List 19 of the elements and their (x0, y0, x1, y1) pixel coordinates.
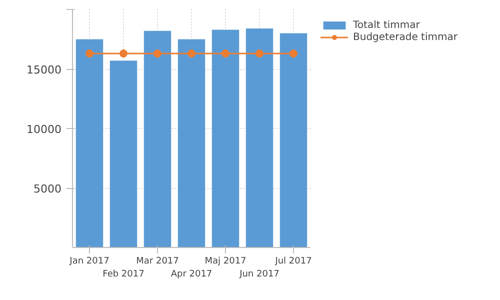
x-tick-label: Apr 2017 (170, 270, 212, 280)
bar (212, 30, 240, 248)
x-tick-label: Feb 2017 (102, 270, 144, 280)
y-tick-label: 5000 (34, 182, 62, 196)
bar (110, 60, 138, 248)
bar (144, 30, 172, 248)
y-tick-label: 15000 (26, 64, 62, 76)
x-tick-label: Jul 2017 (274, 256, 312, 266)
x-tick-label: Maj 2017 (204, 256, 246, 266)
legend-label: Budgeterade timmar (353, 31, 458, 43)
x-tick-label: Jan 2017 (68, 256, 110, 266)
legend-label: Totalt timmar (353, 19, 420, 31)
bar (246, 28, 274, 248)
x-tick-label: Jun 2017 (238, 270, 280, 280)
y-tick-label: 10000 (26, 123, 62, 136)
bar (76, 39, 104, 248)
bar (178, 39, 206, 248)
bar (280, 33, 308, 248)
x-tick-label: Mar 2017 (136, 256, 179, 266)
